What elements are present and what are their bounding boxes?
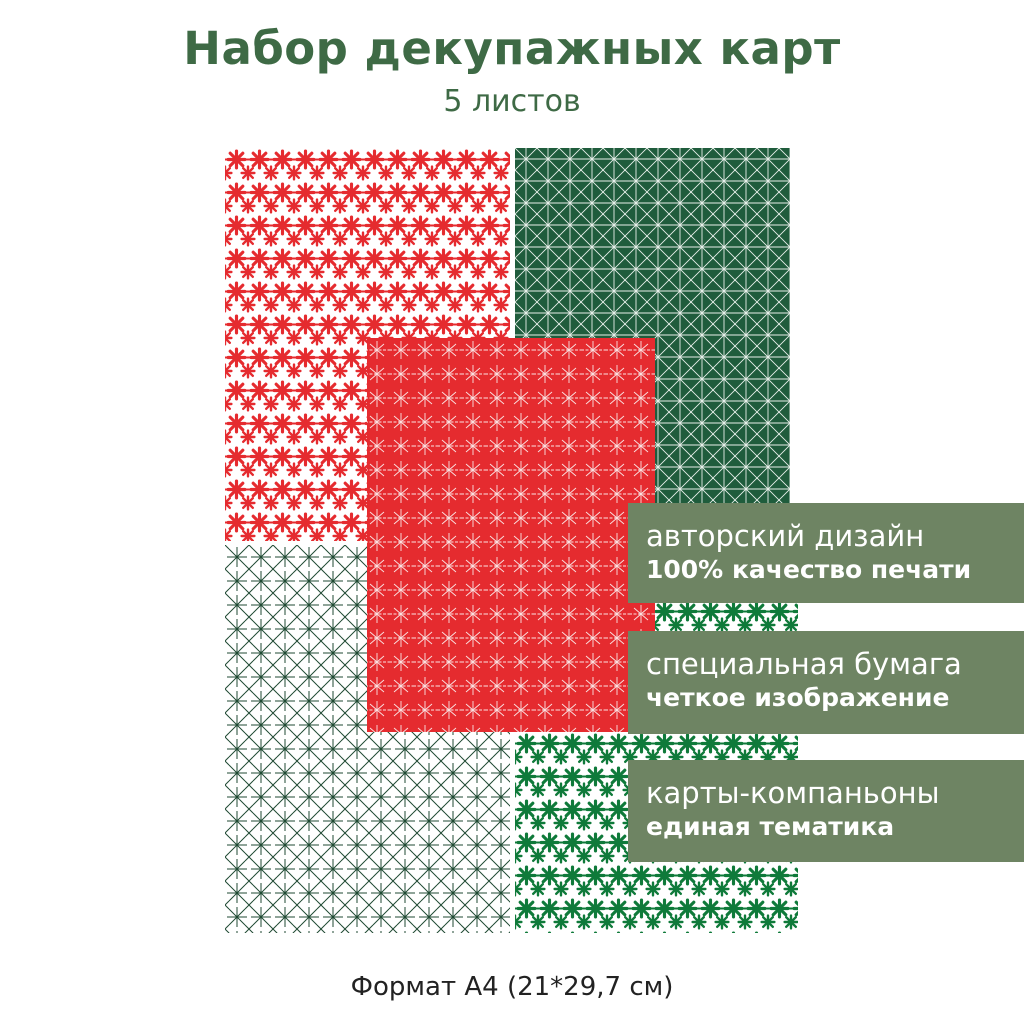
feature-line2: единая тематика	[646, 812, 895, 841]
feature-line2: 100% качество печати	[646, 555, 972, 584]
feature-label-companions: карты-компаньоны единая тематика	[628, 760, 1024, 862]
page-subtitle: 5 листов	[443, 84, 581, 119]
feature-line1: карты-компаньоны	[646, 776, 940, 810]
feature-line1: специальная бумага	[646, 647, 962, 681]
feature-line2: четкое изображение	[646, 683, 950, 712]
feature-label-paper: специальная бумага четкое изображение	[628, 631, 1024, 734]
feature-label-design: авторский дизайн 100% качество печати	[628, 503, 1024, 603]
page-title: Набор декупажных карт	[183, 22, 841, 75]
format-caption: Формат А4 (21*29,7 см)	[350, 972, 674, 1002]
sheet-red-stars	[367, 338, 655, 732]
feature-line1: авторский дизайн	[646, 519, 925, 553]
